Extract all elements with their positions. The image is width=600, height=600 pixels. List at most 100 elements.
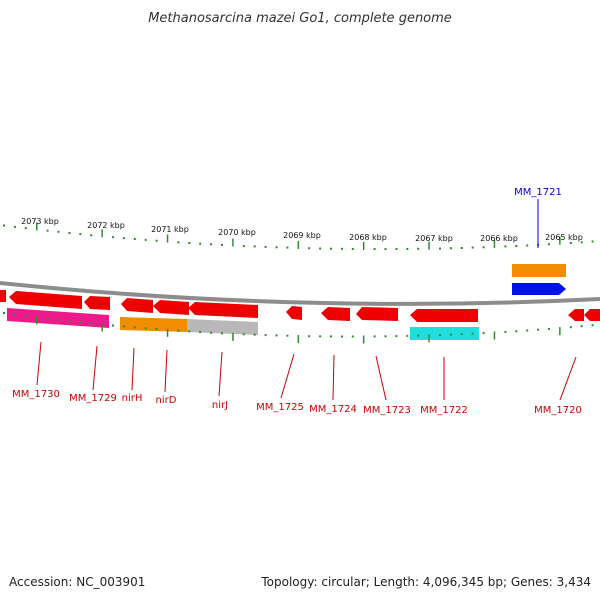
- gene-arrow-partial-left[interactable]: [0, 290, 6, 302]
- feature-orange-reverse[interactable]: [120, 317, 187, 332]
- feature-blue-forward[interactable]: [512, 283, 566, 295]
- gene-arrow-mm-1725[interactable]: [286, 306, 302, 320]
- inner-ring-minor-tick: [199, 331, 202, 334]
- gene-label-nird[interactable]: nirD: [156, 395, 177, 406]
- gene-arrow-nird[interactable]: [153, 300, 189, 315]
- outer-ring-minor-tick: [90, 234, 93, 237]
- outer-ring-minor-tick: [221, 243, 223, 246]
- inner-ring-major-tick: [232, 332, 234, 341]
- outer-ring-minor-tick: [79, 233, 82, 236]
- gene-label-mm-1723[interactable]: MM_1723: [363, 405, 411, 416]
- gene-arrow-mm-1722[interactable]: [410, 309, 478, 322]
- kbp-label-2067: 2067 kbp: [415, 234, 453, 243]
- outer-ring-minor-tick: [57, 230, 60, 233]
- gene-arrow-nirh[interactable]: [121, 298, 153, 313]
- gene-arrow-partial-right[interactable]: [584, 309, 600, 321]
- outer-ring-minor-tick: [264, 245, 267, 248]
- leader-line-mm-1720: [559, 356, 577, 401]
- inner-ring-minor-tick: [395, 335, 398, 338]
- gene-label-mm-1725[interactable]: MM_1725: [256, 402, 304, 413]
- inner-ring-minor-tick: [417, 334, 420, 337]
- gene-label-nirj[interactable]: nirJ: [212, 400, 228, 411]
- gene-label-nirh[interactable]: nirH: [122, 393, 143, 404]
- outer-ring-minor-tick: [13, 225, 16, 228]
- gene-label-mm-1721[interactable]: MM_1721: [514, 187, 562, 198]
- inner-ring-minor-tick: [319, 335, 322, 338]
- feature-gray-reverse[interactable]: [187, 319, 258, 335]
- inner-ring-minor-tick: [57, 318, 60, 321]
- inner-tick-ring: [3, 312, 594, 344]
- gene-arrow-mm-1724[interactable]: [321, 307, 350, 321]
- outer-ring-minor-tick: [482, 246, 485, 249]
- inner-ring-minor-tick: [210, 331, 213, 334]
- gene-arrow-mm-1730[interactable]: [9, 291, 82, 309]
- leader-line-mm-1730: [36, 341, 42, 386]
- inner-ring-minor-tick: [308, 335, 311, 338]
- inner-ring-minor-tick: [24, 314, 27, 317]
- gene-label-mm-1720[interactable]: MM_1720: [534, 405, 582, 416]
- inner-ring-minor-tick: [286, 334, 289, 337]
- inner-ring-minor-tick: [90, 322, 93, 325]
- outer-ring-minor-tick: [275, 246, 278, 249]
- genome-backbone: [0, 281, 600, 306]
- outer-ring-major-tick: [297, 241, 300, 249]
- inner-ring-minor-tick: [112, 324, 114, 327]
- inner-ring-major-tick: [493, 331, 496, 340]
- inner-ring-minor-tick: [188, 330, 191, 333]
- outer-ring-minor-tick: [591, 240, 594, 243]
- outer-ring-minor-tick: [308, 247, 311, 250]
- inner-ring-minor-tick: [144, 327, 147, 330]
- gene-label-mm-1722[interactable]: MM_1722: [420, 405, 468, 416]
- outer-ring-minor-tick: [351, 247, 354, 250]
- kbp-label-2068: 2068 kbp: [349, 233, 387, 242]
- outer-ring-minor-tick: [199, 242, 202, 245]
- inner-ring-major-tick: [166, 328, 169, 337]
- outer-ring-minor-tick: [177, 241, 180, 244]
- kbp-scale-labels: 2073 kbp 2072 kbp 2071 kbp 2070 kbp 2069…: [21, 217, 583, 243]
- outer-ring-minor-tick: [395, 248, 398, 250]
- feature-orange-forward[interactable]: [512, 264, 566, 277]
- kbp-label-2065: 2065 kbp: [545, 233, 583, 242]
- leader-line-nird: [164, 349, 168, 393]
- leader-line-mm-1724: [332, 354, 335, 401]
- gene-arrow-mm-1729[interactable]: [84, 296, 110, 310]
- kbp-label-2066: 2066 kbp: [480, 234, 518, 243]
- feature-pink-reverse[interactable]: [7, 308, 109, 328]
- outer-ring-major-tick: [232, 238, 234, 247]
- outer-ring-minor-tick: [439, 247, 441, 250]
- outer-ring-minor-tick: [133, 238, 136, 240]
- outer-ring-minor-tick: [515, 245, 518, 247]
- inner-ring-major-tick: [36, 316, 38, 325]
- gene-label-mm-1724[interactable]: MM_1724: [309, 404, 357, 415]
- inner-ring-minor-tick: [471, 332, 474, 335]
- outer-ring-minor-tick: [406, 247, 409, 250]
- inner-ring-minor-tick: [537, 328, 540, 331]
- inner-ring-major-tick: [559, 327, 561, 336]
- inner-ring-minor-tick: [253, 333, 256, 336]
- outer-ring-major-tick: [101, 229, 103, 238]
- leader-line-nirj: [218, 351, 223, 397]
- feature-cyan-reverse[interactable]: [410, 327, 479, 340]
- inner-ring-minor-tick: [46, 317, 49, 320]
- kbp-label-2069: 2069 kbp: [283, 231, 321, 240]
- inner-ring-minor-tick: [569, 326, 572, 329]
- outer-ring-minor-tick: [330, 247, 332, 250]
- inner-ring-minor-tick: [351, 335, 354, 338]
- inner-ring-minor-tick: [221, 332, 223, 335]
- gene-label-mm-1730[interactable]: MM_1730: [12, 389, 60, 400]
- gene-arrow-mm-1723[interactable]: [356, 307, 398, 321]
- inner-ring-minor-tick: [264, 334, 267, 337]
- outer-ring-minor-tick: [242, 245, 245, 247]
- outer-ring-minor-tick: [210, 243, 213, 246]
- gene-arrow-mm-1720[interactable]: [568, 309, 584, 321]
- outer-ring-minor-tick: [46, 229, 49, 232]
- gene-arrow-nirj[interactable]: [188, 302, 258, 318]
- outer-ring-minor-tick: [122, 237, 125, 240]
- inner-ring-minor-tick: [340, 335, 343, 338]
- kbp-label-2071: 2071 kbp: [151, 225, 189, 234]
- outer-ring-minor-tick: [471, 246, 474, 249]
- gene-label-mm-1729[interactable]: MM_1729: [69, 393, 117, 404]
- forward-strand-features: [512, 264, 566, 295]
- inner-ring-major-tick: [297, 335, 300, 343]
- kbp-label-2072: 2072 kbp: [87, 221, 125, 230]
